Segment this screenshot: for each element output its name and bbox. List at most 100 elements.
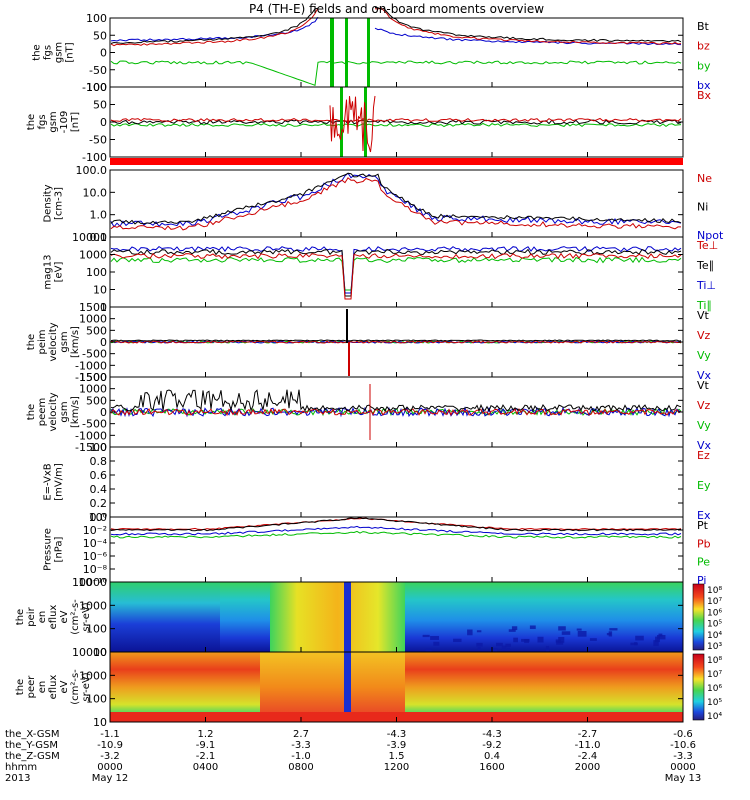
ion-spectrogram-speckle <box>496 642 503 647</box>
ion-spectrogram-early <box>110 582 220 652</box>
series-pt <box>110 517 681 532</box>
y-tick-label: -500 <box>82 348 107 361</box>
panel-frame-7 <box>109 446 684 518</box>
ephemeris-value: -1.1 <box>100 729 120 740</box>
legend-label: Pe <box>697 556 710 569</box>
colorbar-tick-label: 10³ <box>707 642 722 652</box>
ion-spectrogram-speckle <box>630 642 638 646</box>
y-axis-label: E=-VxB <box>43 463 54 500</box>
y-axis-label: [mV/m] <box>54 463 65 501</box>
legend-label: Ti⊥ <box>696 279 716 292</box>
y-axis-label: the <box>26 114 37 130</box>
colorbar-tick-label: 10⁸ <box>707 586 722 596</box>
ephemeris-value: -3.3 <box>291 740 311 751</box>
y-axis-label: en <box>37 681 48 694</box>
y-tick-label: 1000 <box>79 599 107 612</box>
ephemeris-value: -10.9 <box>97 740 123 751</box>
ion-spectrogram-speckle <box>653 640 659 647</box>
ion-spectrogram-speckle <box>490 648 498 654</box>
data-layer <box>110 7 682 539</box>
y-tick-label: 1.0 <box>90 209 108 222</box>
y-tick-label: 1 <box>100 301 107 314</box>
ion-spectrogram-speckle <box>506 647 511 650</box>
series-peim-vz <box>110 340 682 344</box>
legend-label: Vt <box>697 379 710 392</box>
y-tick-label: 0.1 <box>90 231 108 244</box>
y-tick-label: 10000 <box>72 231 107 244</box>
series-temperature-0 <box>110 256 682 291</box>
y-tick-label: 10⁻² <box>83 524 107 537</box>
ephemeris-value: -2.4 <box>578 751 598 762</box>
y-axis-label: velocity <box>48 322 59 361</box>
ion-spectrogram-speckle <box>558 636 565 643</box>
ion-spectrogram-speckle <box>545 645 550 652</box>
series-peim-vt <box>110 339 682 342</box>
y-axis-label: velocity <box>48 392 59 431</box>
y-axis-label: [nPa] <box>54 536 65 562</box>
y-axis-label: mag13 <box>43 255 54 290</box>
ion-spectrogram-speckle <box>577 631 587 637</box>
x-tick-label: 1600 <box>479 762 504 773</box>
y-tick-label: 100.0 <box>76 164 108 177</box>
colorbar-tick-label: 10⁴ <box>707 712 722 722</box>
colorbar-tick-label: 10⁶ <box>707 684 722 694</box>
ion-spectrogram-crossing <box>270 582 405 652</box>
y-tick-label: 100 <box>86 12 107 25</box>
series-pb <box>110 517 682 531</box>
ion-spectrogram-speckle <box>467 629 473 636</box>
ephemeris-value: -0.6 <box>673 729 693 740</box>
y-axis-label: [km/s] <box>70 396 81 428</box>
series-pi <box>110 525 682 536</box>
ephemeris-value: -2.1 <box>196 751 216 762</box>
y-axis-label: gsm <box>48 111 59 132</box>
y-tick-label: 10 <box>93 716 107 729</box>
colorbar-tick-label: 10⁵ <box>707 620 722 630</box>
y-tick-label: 10⁰ <box>89 511 108 524</box>
ephemeris-value: -2.7 <box>578 729 598 740</box>
legend-label: Bt <box>697 20 710 33</box>
y-tick-label: 100 <box>86 81 107 94</box>
series-bx-red <box>110 117 682 123</box>
legend-label: Vx <box>697 439 712 452</box>
legend-label: by <box>697 59 711 72</box>
electron-spectrogram-gap <box>344 652 351 722</box>
x-tick-label: 2000 <box>575 762 600 773</box>
ion-spectrogram-speckle <box>433 641 440 646</box>
ion-spectrogram-speckle <box>501 645 507 651</box>
colorbar-tick-label: 10⁷ <box>707 597 722 607</box>
colorbar-tick-label: 10⁴ <box>707 631 722 641</box>
ephemeris-value: 1.2 <box>198 729 214 740</box>
ephemeris-value: -3.2 <box>100 751 120 762</box>
legend-label: Vz <box>697 399 711 412</box>
y-tick-label: 10⁻⁶ <box>83 550 108 563</box>
y-axis-label: peir <box>26 606 37 626</box>
series-pe <box>110 530 682 539</box>
ephemeris-value: -11.0 <box>575 740 601 751</box>
y-axis-label: peer <box>26 675 37 699</box>
legend-label: Bx <box>697 89 712 102</box>
y-axis-label: eflux <box>48 675 59 700</box>
legend-label: Ex <box>697 509 711 522</box>
ion-spectrogram-speckle <box>430 635 440 640</box>
ephemeris-row-label: the_Z-GSM <box>5 751 60 762</box>
ephemeris-row-label: hhmm <box>5 762 37 773</box>
series-bz-left <box>110 7 319 47</box>
legend-label: bx <box>697 79 711 92</box>
colorbar-tick-label: 10⁸ <box>707 656 722 666</box>
y-tick-label: 1000 <box>79 249 107 262</box>
series-bx-green <box>110 122 682 128</box>
panel-frame-3 <box>109 169 684 238</box>
y-axis-label: [eV] <box>54 262 65 283</box>
ephemeris-value: 2.7 <box>293 729 309 740</box>
legend-label: Ti∥ <box>696 299 712 312</box>
y-tick-label: -1000 <box>75 359 107 372</box>
ion-spectrogram-speckle <box>508 629 516 632</box>
y-tick-label: 10 <box>93 284 107 297</box>
y-tick-label: 500 <box>86 394 107 407</box>
y-axis-label: [cm-3] <box>54 187 65 220</box>
x-tick-label: 1200 <box>384 762 409 773</box>
ion-spectrogram-speckle <box>476 630 482 633</box>
series-ni <box>110 172 682 225</box>
y-tick-label: 50 <box>93 29 107 42</box>
